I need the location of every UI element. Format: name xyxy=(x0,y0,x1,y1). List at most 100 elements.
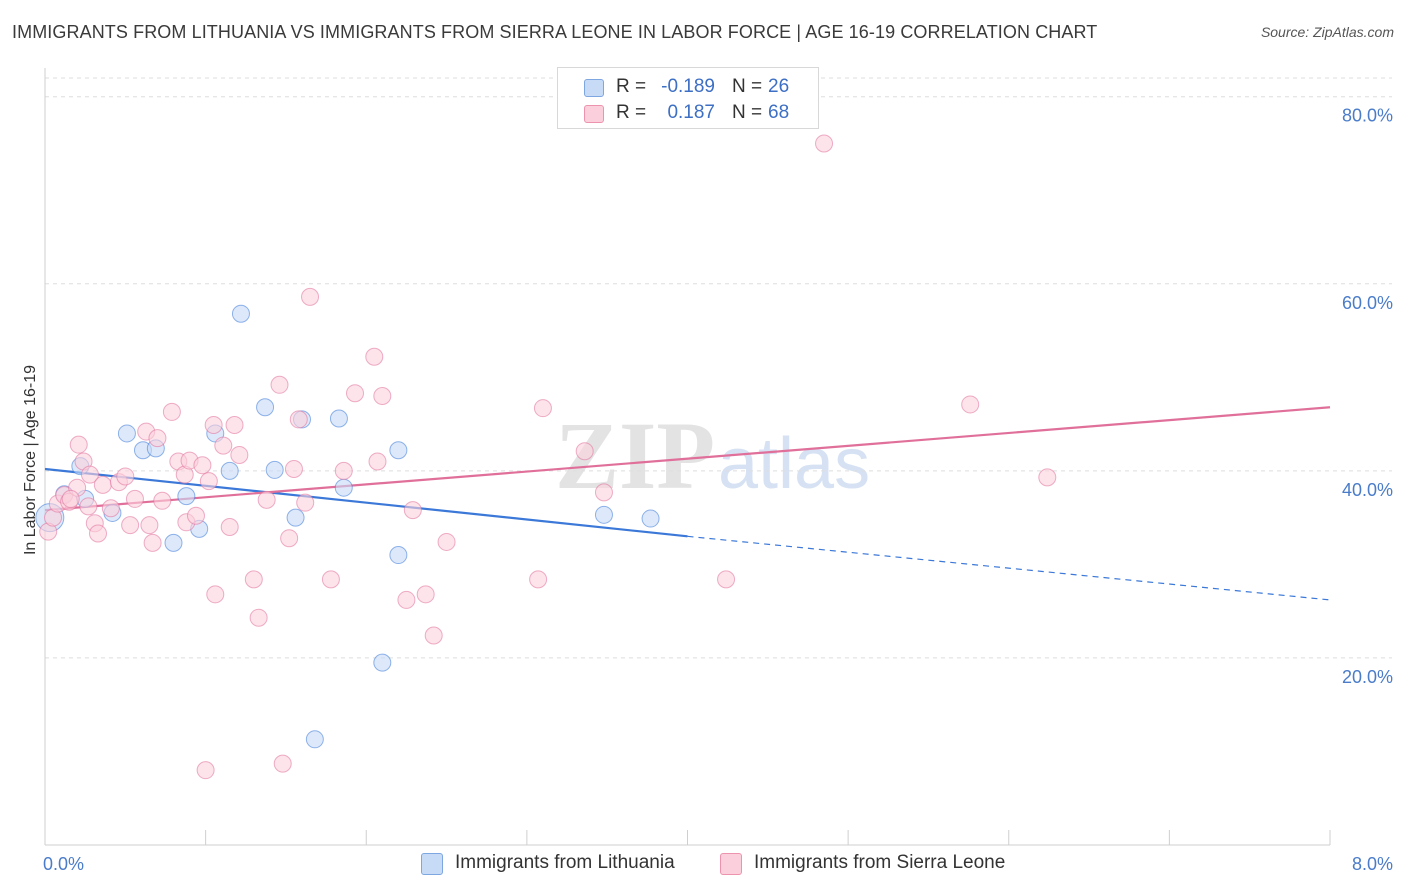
x-tick-label-max: 8.0% xyxy=(1352,854,1393,874)
point-sierra-leone xyxy=(373,387,392,406)
y-tick-label: 60.0% xyxy=(1342,293,1393,313)
point-sierra-leone xyxy=(961,395,980,414)
point-sierra-leone xyxy=(93,475,112,494)
point-sierra-leone xyxy=(140,516,159,535)
point-sierra-leone xyxy=(594,483,613,502)
point-sierra-leone xyxy=(162,402,181,421)
y-tick-label: 80.0% xyxy=(1342,106,1393,126)
r-value-lithuania: -0.189 xyxy=(661,76,715,97)
point-sierra-leone xyxy=(148,429,167,448)
point-lithuania xyxy=(231,304,250,323)
point-sierra-leone xyxy=(321,570,340,589)
point-sierra-leone xyxy=(533,399,552,418)
point-lithuania xyxy=(389,546,408,565)
point-sierra-leone xyxy=(199,472,218,491)
point-sierra-leone xyxy=(196,761,215,780)
legend-label-sierra-leone: Immigrants from Sierra Leone xyxy=(754,852,1006,873)
point-sierra-leone xyxy=(153,491,172,510)
point-lithuania xyxy=(373,653,392,672)
trendline-sierra-leone xyxy=(44,406,1331,512)
point-sierra-leone xyxy=(284,459,303,478)
sierra-leone-swatch xyxy=(584,105,604,123)
trendline-lithuania xyxy=(44,467,688,538)
point-sierra-leone xyxy=(346,384,365,403)
point-lithuania xyxy=(305,730,324,749)
lithuania-swatch xyxy=(584,79,604,97)
correlation-legend: R = -0.189 N = 26 R = 0.187 N = 68 xyxy=(557,67,819,129)
point-sierra-leone xyxy=(437,532,456,551)
point-lithuania xyxy=(265,460,284,479)
point-sierra-leone xyxy=(244,570,263,589)
n-label: N = xyxy=(732,102,763,123)
chart-title: IMMIGRANTS FROM LITHUANIA VS IMMIGRANTS … xyxy=(12,22,1098,42)
point-sierra-leone xyxy=(270,375,289,394)
point-sierra-leone xyxy=(204,416,223,435)
trendline-lithuania-extrapolated xyxy=(687,535,1331,601)
point-sierra-leone xyxy=(80,465,99,484)
point-lithuania xyxy=(641,509,660,528)
point-sierra-leone xyxy=(61,489,80,508)
source-label: Source: ZipAtlas.com xyxy=(1260,24,1394,40)
point-lithuania xyxy=(256,398,275,417)
sierra-leone-swatch xyxy=(720,853,742,875)
data-points xyxy=(35,134,1057,780)
point-lithuania xyxy=(389,441,408,460)
point-sierra-leone xyxy=(717,570,736,589)
point-sierra-leone xyxy=(193,456,212,475)
y-axis-title: In Labor Force | Age 16-19 xyxy=(22,365,39,555)
point-sierra-leone xyxy=(416,585,435,604)
y-tick-label: 20.0% xyxy=(1342,667,1393,687)
legend-label-lithuania: Immigrants from Lithuania xyxy=(455,852,675,873)
point-sierra-leone xyxy=(69,435,88,454)
point-sierra-leone xyxy=(220,517,239,536)
point-lithuania xyxy=(117,424,136,443)
legend-row-lithuania: R = -0.189 N = 26 xyxy=(558,76,818,100)
point-sierra-leone xyxy=(368,452,387,471)
lithuania-swatch xyxy=(421,853,443,875)
point-sierra-leone xyxy=(101,499,120,518)
r-value-sierra-leone: 0.187 xyxy=(667,102,715,123)
n-value-sierra-leone: 68 xyxy=(768,102,790,123)
point-sierra-leone xyxy=(424,626,443,645)
point-sierra-leone xyxy=(289,410,308,429)
point-sierra-leone xyxy=(121,516,140,535)
n-label: N = xyxy=(732,76,763,97)
point-sierra-leone xyxy=(89,524,108,543)
point-lithuania xyxy=(286,508,305,527)
point-sierra-leone xyxy=(249,608,268,627)
point-sierra-leone xyxy=(143,533,162,552)
watermark-atlas: atlas xyxy=(718,424,870,504)
r-label: R = xyxy=(616,76,647,97)
legend-row-sierra-leone: R = 0.187 N = 68 xyxy=(558,102,818,126)
point-sierra-leone xyxy=(280,529,299,548)
point-lithuania xyxy=(594,505,613,524)
point-sierra-leone xyxy=(206,585,225,604)
point-sierra-leone xyxy=(116,467,135,486)
grid xyxy=(45,77,1392,659)
axes xyxy=(44,68,1331,846)
point-lithuania xyxy=(177,487,196,506)
point-lithuania xyxy=(329,409,348,428)
point-sierra-leone xyxy=(296,493,315,512)
point-lithuania xyxy=(164,533,183,552)
point-sierra-leone xyxy=(230,445,249,464)
point-sierra-leone xyxy=(575,442,594,461)
trend-lines xyxy=(44,406,1331,601)
point-sierra-leone xyxy=(403,501,422,520)
point-sierra-leone xyxy=(273,754,292,773)
r-label: R = xyxy=(616,102,647,123)
point-sierra-leone xyxy=(815,134,834,153)
point-sierra-leone xyxy=(334,461,353,480)
axis-labels: 20.0% 40.0% 60.0% 80.0% 0.0% 8.0% xyxy=(43,106,1393,874)
point-sierra-leone xyxy=(225,416,244,435)
point-sierra-leone xyxy=(125,489,144,508)
point-sierra-leone xyxy=(529,570,548,589)
point-lithuania xyxy=(334,478,353,497)
point-sierra-leone xyxy=(186,506,205,525)
point-sierra-leone xyxy=(214,436,233,455)
point-sierra-leone xyxy=(365,347,384,366)
point-sierra-leone xyxy=(79,497,98,516)
n-value-lithuania: 26 xyxy=(768,76,790,97)
point-sierra-leone xyxy=(397,590,416,609)
